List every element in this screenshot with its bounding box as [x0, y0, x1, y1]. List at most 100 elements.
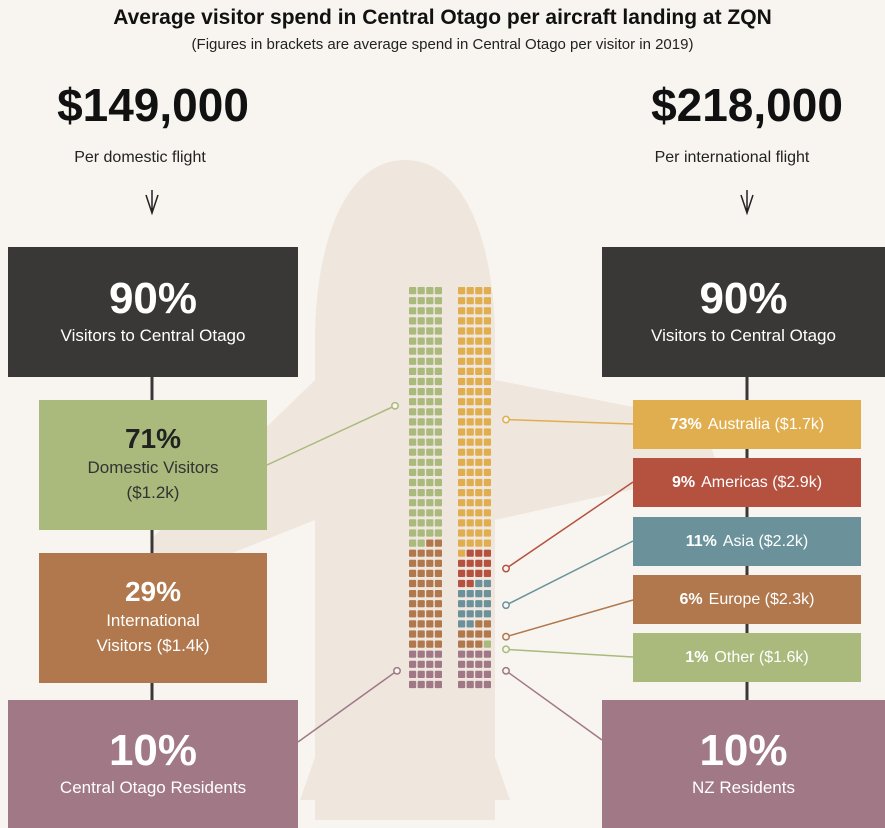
waffle-cell: [466, 377, 474, 386]
waffle-cell: [466, 529, 474, 537]
waffle-cell: [417, 559, 425, 567]
waffle-cell: [483, 569, 491, 577]
waffle-cell: [434, 499, 442, 507]
waffle-cell: [466, 579, 474, 588]
waffle-cell: [458, 640, 466, 648]
waffle-cell: [483, 438, 491, 446]
waffle-cell: [409, 610, 417, 618]
waffle-cell: [434, 377, 442, 386]
waffle-cell: [483, 408, 491, 416]
label: Domestic Visitors ($1.2k): [87, 457, 219, 503]
waffle-cell: [409, 327, 417, 335]
waffle-cell: [475, 499, 483, 507]
waffle-cell: [483, 579, 491, 588]
waffle-cell: [409, 438, 417, 446]
waffle-cell: [458, 489, 466, 497]
waffle-cell: [409, 600, 417, 608]
waffle-cell: [483, 458, 491, 466]
waffle-cell: [409, 660, 417, 668]
segment-box: 29% International Visitors ($1.4k): [39, 553, 267, 683]
waffle-cell: [426, 438, 434, 446]
percent: 10%: [108, 726, 198, 776]
waffle-cell: [434, 327, 442, 335]
label: Visitors to Central Otago: [651, 326, 836, 346]
waffle-cell: [417, 549, 425, 557]
waffle-cell: [466, 509, 474, 517]
residents-box: 10% NZ Residents: [602, 700, 885, 828]
visitors-box: 90% Visitors to Central Otago: [8, 247, 298, 377]
waffle-cell: [483, 660, 491, 668]
waffle-cell: [426, 519, 434, 527]
waffle-cell: [458, 509, 466, 517]
waffle-cell: [483, 529, 491, 537]
waffle-cell: [483, 549, 491, 557]
waffle-cell: [417, 408, 425, 416]
segment-bar: 6% Europe ($2.3k): [633, 575, 861, 624]
waffle-cell: [434, 468, 442, 476]
waffle-cell: [466, 489, 474, 497]
waffle-cell: [475, 377, 483, 386]
waffle-cell: [417, 297, 425, 305]
waffle-cell: [466, 448, 474, 456]
waffle-cell: [417, 569, 425, 577]
waffle-cell: [466, 367, 474, 375]
arrow: [740, 190, 754, 216]
waffle-cell: [417, 579, 425, 588]
waffle-cell: [475, 458, 483, 466]
waffle-cell: [409, 297, 417, 305]
waffle-cell: [417, 307, 425, 315]
waffle-cell: [458, 660, 466, 668]
waffle-cell: [417, 468, 425, 476]
waffle-cell: [426, 398, 434, 406]
waffle-cell: [475, 327, 483, 335]
connector-dot: [502, 564, 510, 573]
waffle-cell: [458, 670, 466, 678]
label: Europe ($2.3k): [708, 590, 815, 608]
connector: [505, 540, 634, 606]
waffle-cell: [475, 367, 483, 375]
waffle-cell: [475, 509, 483, 517]
waffle-cell: [475, 317, 483, 325]
waffle-cell: [483, 478, 491, 487]
waffle-cell: [475, 539, 483, 547]
waffle-cell: [409, 559, 417, 567]
percent: 9%: [671, 473, 696, 491]
waffle-cell: [458, 569, 466, 577]
waffle-cell: [466, 398, 474, 406]
waffle-cell: [434, 549, 442, 557]
waffle-cell: [475, 670, 483, 678]
waffle-cell: [409, 367, 417, 375]
waffle-cell: [434, 529, 442, 537]
waffle-cell: [417, 650, 425, 658]
waffle-cell: [475, 549, 483, 557]
waffle-cell: [475, 337, 483, 345]
waffle-cell: [409, 519, 417, 527]
waffle-cell: [466, 468, 474, 476]
waffle-cell: [475, 630, 483, 638]
waffle-cell: [458, 610, 466, 618]
waffle-cell: [475, 287, 483, 295]
waffle-cell: [434, 428, 442, 436]
waffle-cell: [409, 388, 417, 396]
waffle-cell: [417, 448, 425, 456]
waffle-cell: [434, 509, 442, 517]
waffle-cell: [426, 670, 434, 678]
waffle-cell: [409, 468, 417, 476]
waffle-cell: [458, 307, 466, 315]
waffle-cell: [426, 327, 434, 335]
waffle-cell: [434, 489, 442, 497]
waffle-cell: [475, 650, 483, 658]
label: International Visitors ($1.4k): [96, 610, 210, 656]
connector-dot: [502, 632, 510, 641]
waffle-cell: [458, 630, 466, 638]
waffle-cell: [434, 337, 442, 345]
waffle-cell: [466, 317, 474, 325]
waffle-cell: [458, 620, 466, 628]
waffle-cell: [434, 539, 442, 547]
waffle-cell: [466, 549, 474, 557]
waffle-cell: [417, 458, 425, 466]
waffle-cell: [475, 438, 483, 446]
percent: 73%: [669, 415, 702, 433]
waffle-cell: [409, 287, 417, 295]
